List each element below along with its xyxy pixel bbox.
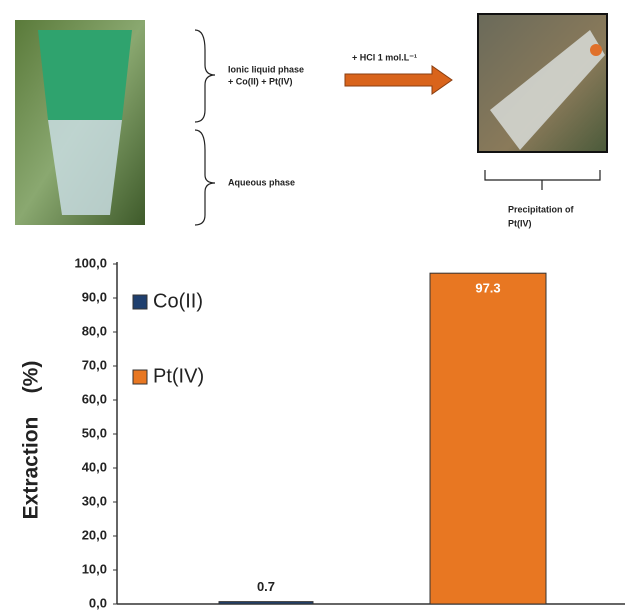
value-label: 97.3 [475,281,500,296]
figure: Ionic liquid phase + Co(II) + Pt(IV) + H… [0,0,625,612]
annotation: + HCl 1 mol.L⁻¹ [352,52,417,62]
annotation: Pt(IV) [508,218,532,228]
annotation: Ionic liquid phase [228,64,304,74]
legend-label: Co(II) [153,290,203,312]
y-tick-label: 90,0 [82,289,107,304]
y-tick-label: 0,0 [89,595,107,610]
annotation: Precipitation of [508,204,575,214]
y-tick-label: 50,0 [82,425,107,440]
brace [195,30,215,122]
y-tick-label: 100,0 [74,255,107,270]
brace [485,170,600,190]
annotation: + Co(II) + Pt(IV) [228,76,293,86]
precipitate [590,44,602,56]
bar [430,273,546,604]
brace [195,130,215,225]
annotation: Aqueous phase [228,177,295,187]
y-tick-label: 70,0 [82,357,107,372]
y-tick-label: 10,0 [82,561,107,576]
bar [219,602,313,604]
y-tick-label: 60,0 [82,391,107,406]
legend-swatch [133,295,147,309]
y-tick-label: 40,0 [82,459,107,474]
page: Ionic liquid phase + Co(II) + Pt(IV) + H… [0,0,625,612]
y-tick-label: 80,0 [82,323,107,338]
y-axis-label: Extraction (%) [20,361,43,520]
value-label: 0.7 [257,579,275,594]
y-tick-label: 20,0 [82,527,107,542]
arrow [345,66,452,94]
y-tick-label: 30,0 [82,493,107,508]
legend-label: Pt(IV) [153,365,204,387]
legend-swatch [133,370,147,384]
ionic-phase-tube [38,30,132,120]
